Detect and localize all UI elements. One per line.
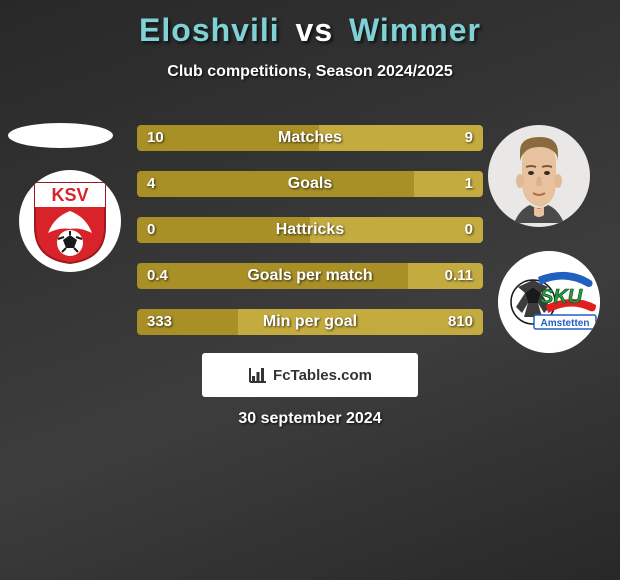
player-face-icon [500,133,578,223]
brand-text: FcTables.com [273,367,372,384]
stat-value-left: 0 [147,217,155,243]
stat-label: Goals per match [137,263,483,289]
stat-row: Goals per match0.4 0.11 [137,263,483,289]
stat-value-right: 1 [465,171,473,197]
stat-label: Goals [137,171,483,197]
brand-box: FcTables.com [202,353,418,397]
svg-text:SKU: SKU [540,286,583,308]
stat-label: Min per goal [137,309,483,335]
comparison-title: Eloshvili vs Wimmer [0,0,620,49]
player-right-avatar [488,125,590,227]
title-player-left: Eloshvili [139,12,280,48]
ksv-shield-icon: KSV [30,177,110,265]
title-player-right: Wimmer [349,12,481,48]
svg-text:Amstetten: Amstetten [541,318,590,329]
svg-text:KSV: KSV [51,185,88,205]
player-left-avatar [8,123,113,148]
title-vs: vs [296,12,334,48]
subtitle: Club competitions, Season 2024/2025 [0,63,620,81]
stat-value-right: 9 [465,125,473,151]
stat-value-right: 810 [448,309,473,335]
chart-icon [248,366,268,384]
stat-label: Matches [137,125,483,151]
stat-value-left: 4 [147,171,155,197]
stat-value-left: 10 [147,125,164,151]
club-left-badge: KSV [19,170,121,272]
stat-row: Matches10 9 [137,125,483,151]
date-text: 30 september 2024 [0,410,620,428]
stat-value-right: 0 [465,217,473,243]
club-right-badge: SKU Amstetten [498,251,600,353]
stat-value-left: 333 [147,309,172,335]
stat-value-left: 0.4 [147,263,168,289]
stat-row: Min per goal333 810 [137,309,483,335]
stats-panel: Matches10 9 Goals4 1 Hattricks0 0 Goals per ma… [137,125,483,355]
stat-label: Hattricks [137,217,483,243]
stat-row: Hattricks0 0 [137,217,483,243]
sku-amstetten-icon: SKU Amstetten [498,251,600,353]
stat-row: Goals4 1 [137,171,483,197]
stat-value-right: 0.11 [445,263,473,289]
